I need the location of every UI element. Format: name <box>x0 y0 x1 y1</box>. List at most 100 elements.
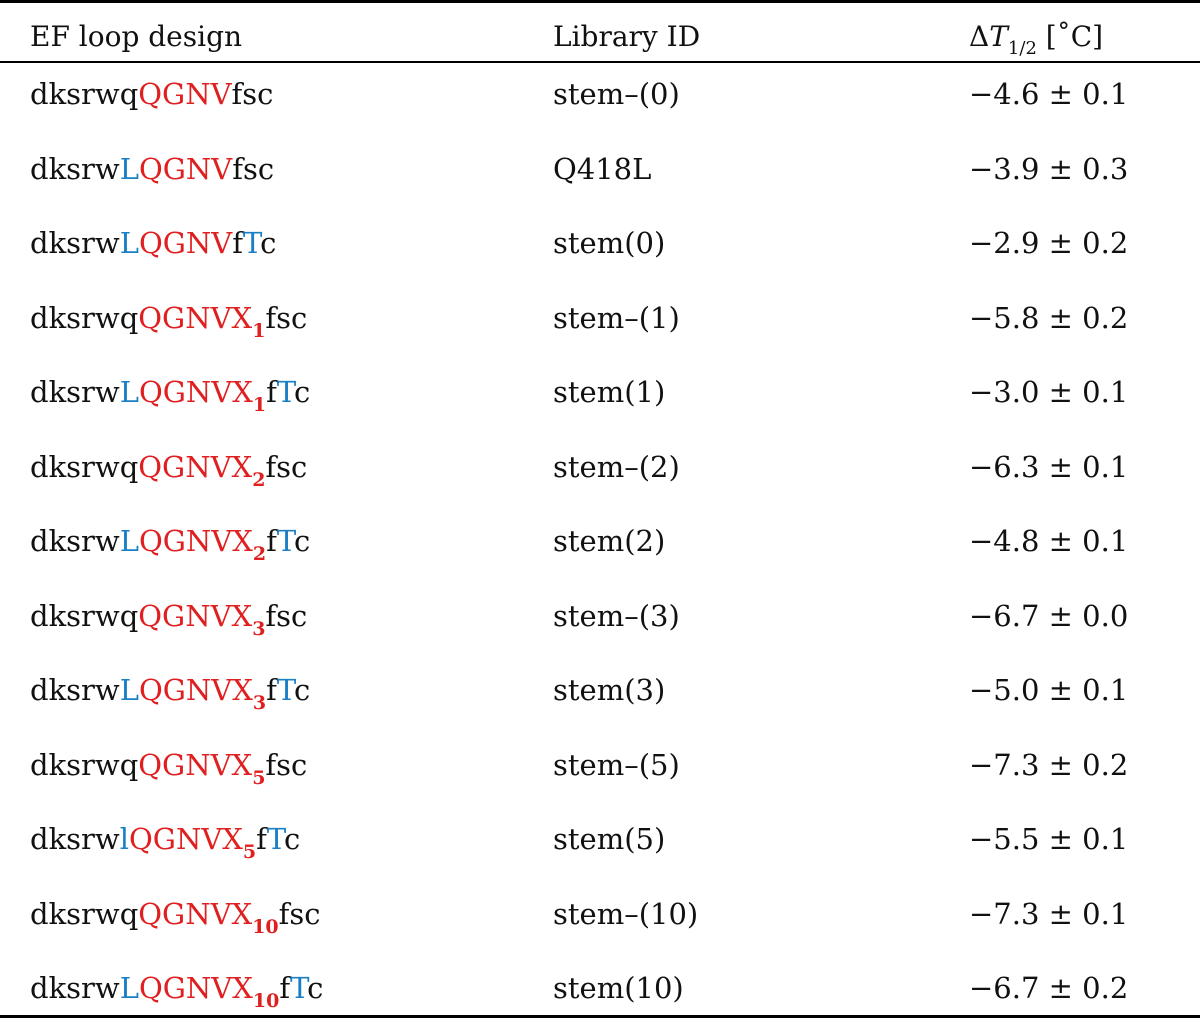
sequence-segment: T <box>276 673 294 707</box>
delta-t-half-cell: −7.3 ± 0.2 <box>969 747 1129 782</box>
library-id-cell: stem–(5) <box>553 747 680 782</box>
ef-loop-design-cell: dksrwqQGNVX1fsc <box>30 281 307 355</box>
table-row: dksrwqQGNVfsc stem–(0) −4.6 ± 0.1 <box>0 57 1200 131</box>
linker-length-subscript: 3 <box>252 692 267 714</box>
table-row: dksrwLQGNVX10fTc stem(10) −6.7 ± 0.2 <box>0 951 1200 1025</box>
table-row: dksrwqQGNVX5fsc stem–(5) −7.3 ± 0.2 <box>0 728 1200 802</box>
header-unit: [˚C] <box>1036 20 1104 53</box>
header-library-id: Library ID <box>553 20 701 53</box>
sequence-segment: L <box>119 375 139 409</box>
sequence-segment: c <box>293 673 311 707</box>
sequence-segment: QGNVX <box>138 896 253 931</box>
delta-t-half-cell: −7.3 ± 0.1 <box>969 896 1129 931</box>
delta-t-half-cell: −5.0 ± 0.1 <box>969 673 1129 707</box>
sequence-segment: f <box>266 524 277 558</box>
table-row: dksrwlQGNVX5fTc stem(5) −5.5 ± 0.1 <box>0 802 1200 876</box>
table-row: dksrwqQGNVX1fsc stem–(1) −5.8 ± 0.2 <box>0 281 1200 355</box>
linker-length-subscript: 2 <box>252 468 266 491</box>
table-header-rule <box>0 61 1200 63</box>
sequence-segment: dksrw <box>30 524 120 558</box>
library-id-cell: stem–(2) <box>553 449 680 484</box>
library-id-cell: stem–(0) <box>553 77 680 111</box>
header-delta-symbol: Δ <box>969 20 990 53</box>
library-id-cell: stem(2) <box>553 524 666 558</box>
delta-t-half-cell: −4.6 ± 0.1 <box>969 77 1129 111</box>
sequence-segment: fsc <box>265 449 308 484</box>
linker-length-subscript: 3 <box>252 617 266 640</box>
library-id-cell: stem(3) <box>553 673 666 707</box>
sequence-segment: QGNVX <box>138 300 253 335</box>
library-id-cell: stem–(3) <box>553 598 680 633</box>
sequence-segment: dksrwq <box>30 896 139 931</box>
table-row: dksrwqQGNVX3fsc stem–(3) −6.7 ± 0.0 <box>0 579 1200 653</box>
ef-loop-design-cell: dksrwLQGNVX2fTc <box>30 504 310 578</box>
header-t-subscript: 1/2 <box>1007 38 1037 59</box>
library-id-cell: stem(1) <box>553 375 666 409</box>
ef-loop-design-cell: dksrwqQGNVX10fsc <box>30 877 321 951</box>
linker-length-subscript: 1 <box>252 319 266 342</box>
delta-t-half-cell: −3.9 ± 0.3 <box>969 151 1129 186</box>
header-ef-loop-design: EF loop design <box>30 20 243 53</box>
sequence-segment: T <box>242 226 261 260</box>
table-header-row: EF loop design Library ID ΔT1/2 [˚C] <box>0 0 1200 74</box>
sequence-segment: f <box>266 375 277 409</box>
sequence-segment: dksrwq <box>30 598 139 633</box>
sequence-segment: c <box>293 524 311 558</box>
sequence-segment: f <box>266 673 277 707</box>
sequence-segment: QGNVX <box>138 375 253 409</box>
sequence-segment: c <box>293 375 311 409</box>
sequence-segment: QGNVX <box>138 971 253 1005</box>
table-bottom-rule <box>0 1015 1200 1018</box>
table-row: dksrwLQGNVX1fTc stem(1) −3.0 ± 0.1 <box>0 355 1200 429</box>
sequence-segment: dksrw <box>30 375 120 409</box>
sequence-segment: L <box>119 151 139 186</box>
table-row: dksrwqQGNVX10fsc stem–(10) −7.3 ± 0.1 <box>0 877 1200 951</box>
delta-t-half-cell: −6.7 ± 0.0 <box>969 598 1129 633</box>
sequence-segment: QGNVX <box>138 747 253 782</box>
sequence-segment: dksrwq <box>30 449 139 484</box>
ef-loop-design-cell: dksrwqQGNVfsc <box>30 57 273 131</box>
linker-length-subscript: 1 <box>252 394 267 416</box>
sequence-segment: c <box>283 822 301 856</box>
sequence-segment: QGNV <box>138 77 232 111</box>
library-id-cell: stem(5) <box>553 822 666 856</box>
library-id-cell: Q418L <box>553 151 652 186</box>
linker-length-subscript: 5 <box>252 766 266 789</box>
table-row: dksrwLQGNVX2fTc stem(2) −4.8 ± 0.1 <box>0 504 1200 578</box>
sequence-segment: f <box>232 226 243 260</box>
table-top-rule <box>0 0 1200 3</box>
ef-loop-design-cell: dksrwqQGNVX2fsc <box>30 430 307 504</box>
sequence-segment: dksrwq <box>30 747 139 782</box>
sequence-segment: fsc <box>278 896 321 931</box>
sequence-segment: QGNVX <box>138 673 253 707</box>
sequence-segment: T <box>276 375 294 409</box>
ef-loop-design-cell: dksrwLQGNVX3fTc <box>30 653 310 727</box>
ef-loop-design-cell: dksrwqQGNVX5fsc <box>30 728 307 802</box>
ef-loop-design-cell: dksrwlQGNVX5fTc <box>30 802 300 876</box>
sequence-segment: dksrwq <box>30 77 139 111</box>
sequence-segment: dksrw <box>30 226 120 260</box>
table-row: dksrwqQGNVX2fsc stem–(2) −6.3 ± 0.1 <box>0 430 1200 504</box>
delta-t-half-cell: −3.0 ± 0.1 <box>969 375 1129 409</box>
delta-t-half-cell: −5.5 ± 0.1 <box>969 822 1129 856</box>
sequence-segment: T <box>266 822 284 856</box>
sequence-segment: QGNVX <box>138 598 253 633</box>
sequence-segment: l <box>119 822 129 856</box>
ef-loop-design-cell: dksrwLQGNVfTc <box>30 206 276 280</box>
sequence-segment: dksrw <box>30 673 120 707</box>
sequence-segment: dksrw <box>30 971 120 1005</box>
sequence-segment: QGNVX <box>138 524 253 558</box>
sequence-segment: fsc <box>265 598 308 633</box>
sequence-segment: L <box>119 226 139 260</box>
sequence-segment: QGNVX <box>129 822 243 856</box>
ef-loop-design-cell: dksrwqQGNVX3fsc <box>30 579 307 653</box>
ef-loop-design-cell: dksrwLQGNVfsc <box>30 132 274 206</box>
linker-length-subscript: 2 <box>252 543 267 565</box>
library-id-cell: stem–(1) <box>553 300 680 335</box>
linker-length-subscript: 10 <box>252 990 280 1012</box>
sequence-segment: QGNV <box>138 226 233 260</box>
sequence-segment: L <box>119 971 139 1005</box>
delta-t-half-cell: −4.8 ± 0.1 <box>969 524 1129 558</box>
linker-length-subscript: 10 <box>252 915 279 938</box>
